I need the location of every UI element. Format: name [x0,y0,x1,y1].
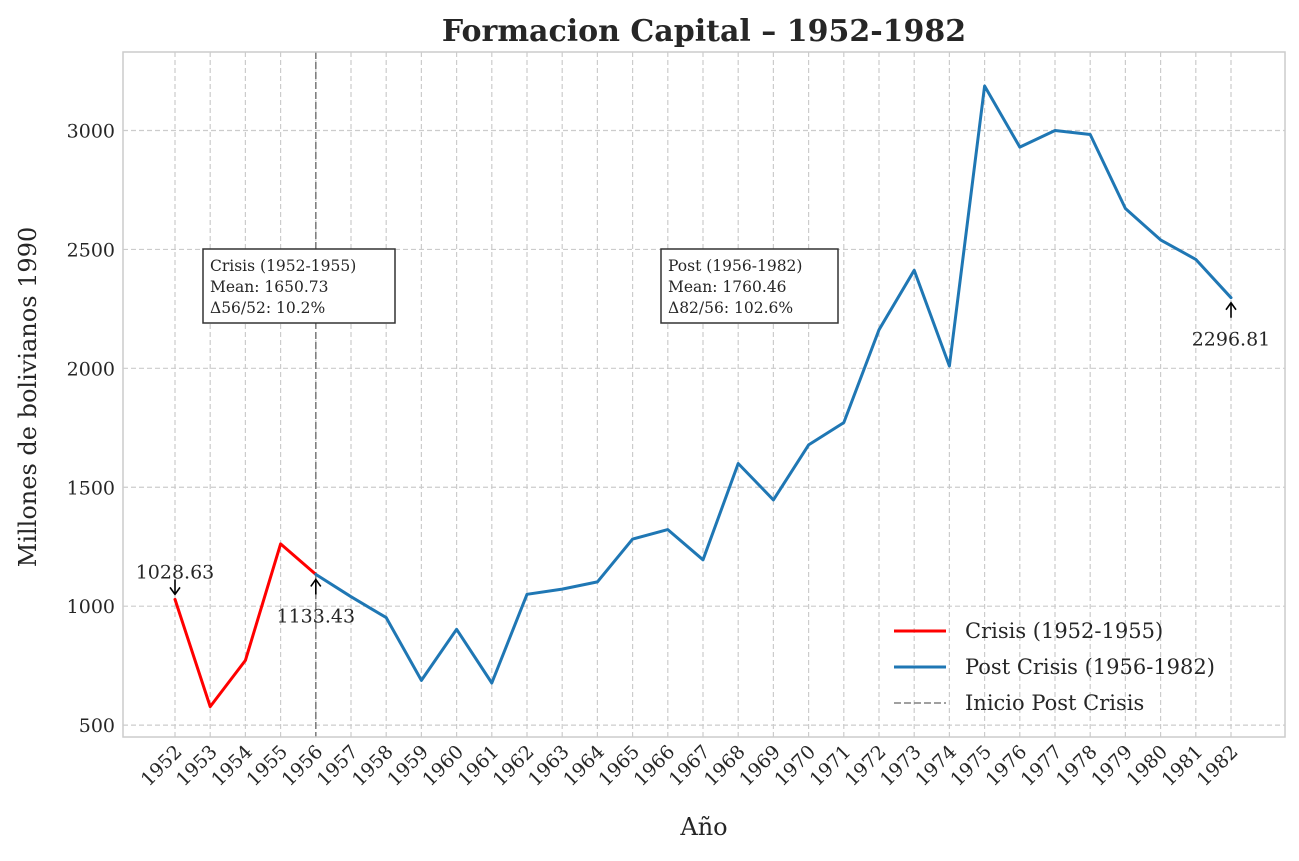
data-annotation: 1028.63 [136,561,215,596]
crisis-stats-box: Crisis (1952-1955) Mean: 1650.73 Δ56/52: 1… [202,248,396,324]
annotation-label: 2296.81 [1192,329,1271,351]
y-tick-label: 500 [79,715,115,737]
annotation-label: 1133.43 [277,605,356,627]
x-tick-label: 1982 [1193,741,1243,791]
x-axis-label: Año [679,813,727,841]
legend-item: Inicio Post Crisis [894,691,1144,715]
legend-item: Crisis (1952-1955) [894,619,1163,643]
legend-label: Inicio Post Crisis [965,691,1144,715]
post-stats-box: Post (1956-1982) Mean: 1760.46 Δ82/56: 102… [660,248,839,324]
legend-label: Post Crisis (1956-1982) [965,655,1215,679]
data-annotation: 2296.81 [1192,301,1271,351]
y-tick-label: 1000 [67,596,115,618]
y-tick-label: 3000 [67,120,115,142]
stats-box-line: Post (1956-1982) [668,257,802,275]
post-crisis-series-line [314,84,1233,685]
plot-frame [122,51,1286,738]
stats-box-line: Δ82/56: 102.6% [668,299,793,317]
y-tick-label: 2000 [67,358,115,380]
legend-label: Crisis (1952-1955) [965,619,1163,643]
chart-title: Formacion Capital – 1952-1982 [442,14,966,49]
y-tick-label: 1500 [67,477,115,499]
annotation-arrowhead [1225,301,1237,311]
annotation-arrowhead [169,586,181,596]
stats-box-line: Crisis (1952-1955) [210,257,356,275]
annotation-label: 1028.63 [136,561,215,583]
stats-box-line: Δ56/52: 10.2% [210,299,325,317]
crisis-series-line [173,542,318,709]
annotation-arrowhead [310,578,322,587]
y-tick-label: 2500 [67,239,115,261]
stats-box-line: Mean: 1760.46 [668,278,787,296]
stats-box-line: Mean: 1650.73 [210,278,329,296]
stats-box-frame [660,248,839,324]
legend-item: Post Crisis (1956-1982) [894,655,1215,679]
y-axis-label: Millones de bolivianos 1990 [14,227,42,568]
data-annotation: 1133.43 [277,578,356,627]
stats-box-frame [202,248,396,324]
